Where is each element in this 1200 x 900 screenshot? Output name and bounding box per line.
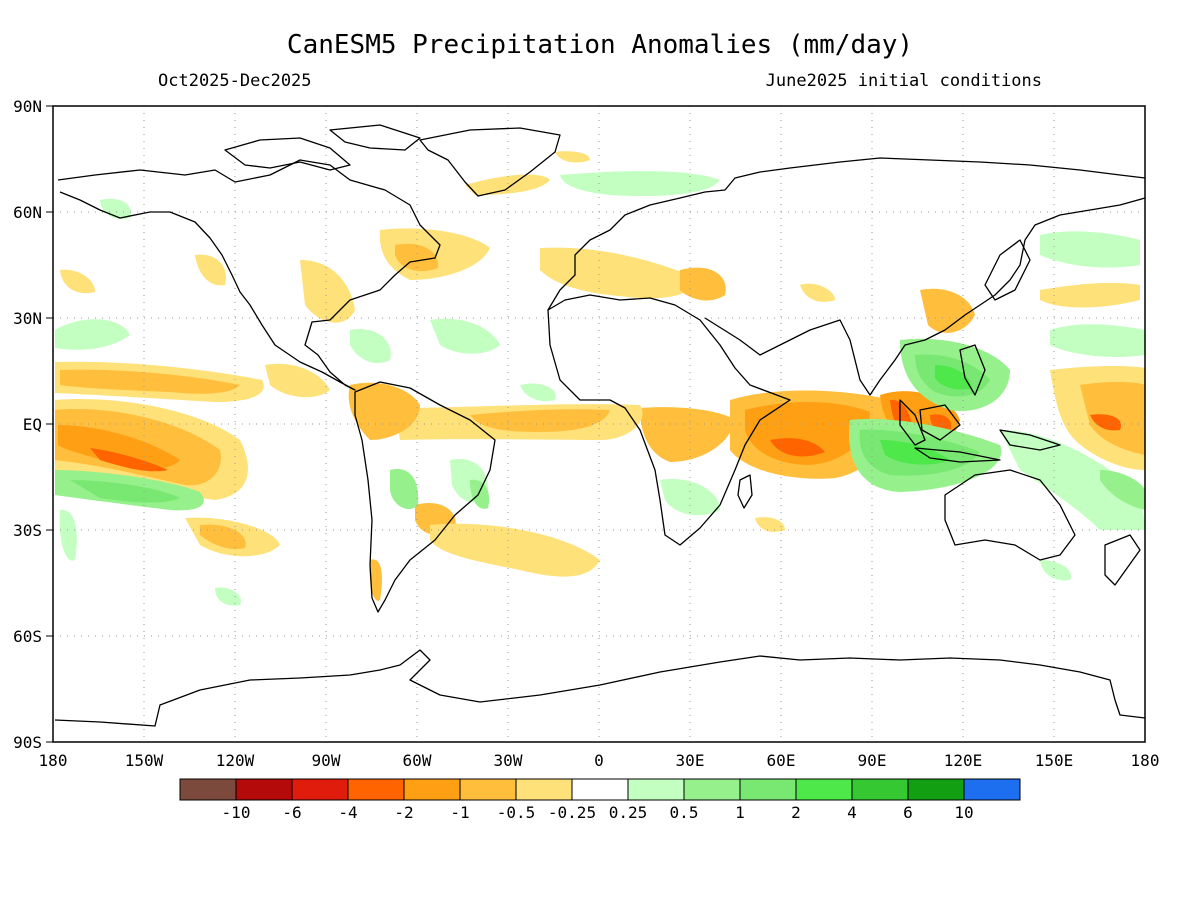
legend-swatch	[179, 778, 237, 801]
legend-label: -2	[394, 803, 413, 822]
lon-label: 90E	[858, 751, 887, 770]
lon-label: 150E	[1035, 751, 1074, 770]
lat-label: 90N	[13, 97, 42, 116]
longitude-labels: 180 150W 120W 90W 60W 30W 0 30E 60E 90E …	[39, 751, 1160, 770]
legend-swatch	[347, 778, 405, 801]
lon-label: 60W	[403, 751, 432, 770]
legend-swatches	[179, 778, 1021, 801]
lat-label: 30S	[13, 521, 42, 540]
lat-label: EQ	[23, 415, 42, 434]
map-panel: 90N 60N 30N EQ 30S 60S 90S 180 150W 120W…	[13, 97, 1159, 770]
legend-swatch	[235, 778, 293, 801]
legend-swatch	[907, 778, 965, 801]
lon-label: 120E	[944, 751, 983, 770]
legend-swatch	[963, 778, 1021, 801]
map-title: CanESM5 Precipitation Anomalies (mm/day)	[287, 30, 913, 60]
legend-label: -4	[338, 803, 357, 822]
lon-label: 30W	[494, 751, 523, 770]
graticule	[53, 106, 1145, 742]
legend-label: 0.25	[609, 803, 648, 822]
lon-label: 120W	[216, 751, 255, 770]
legend-label: -10	[222, 803, 251, 822]
legend-swatch	[291, 778, 349, 801]
legend-swatch	[571, 778, 629, 801]
latitude-labels: 90N 60N 30N EQ 30S 60S 90S	[13, 97, 42, 752]
lon-label: 30E	[676, 751, 705, 770]
legend-label: -6	[282, 803, 301, 822]
legend-labels: -10 -6 -4 -2 -1 -0.5 -0.25 0.25 0.5 1 2 4 6 10	[222, 803, 974, 822]
legend-label: 4	[847, 803, 857, 822]
wet-anomalies	[55, 171, 1145, 606]
lon-label: 150W	[125, 751, 164, 770]
lon-label: 0	[594, 751, 604, 770]
color-legend: -10 -6 -4 -2 -1 -0.5 -0.25 0.25 0.5 1 2 4 6 10	[179, 778, 1021, 822]
legend-label: 10	[954, 803, 973, 822]
legend-swatch	[403, 778, 461, 801]
legend-label: -0.25	[548, 803, 596, 822]
legend-swatch	[459, 778, 517, 801]
legend-swatch	[851, 778, 909, 801]
lon-label: 60E	[767, 751, 796, 770]
legend-label: 1	[735, 803, 745, 822]
legend-swatch	[683, 778, 741, 801]
lat-label: 90S	[13, 733, 42, 752]
coastlines	[54, 124, 1145, 727]
lat-label: 60N	[13, 203, 42, 222]
legend-label: 2	[791, 803, 801, 822]
lon-label: 180	[1131, 751, 1160, 770]
legend-swatch	[739, 778, 797, 801]
legend-label: -1	[450, 803, 469, 822]
lon-label: 180	[39, 751, 68, 770]
legend-swatch	[515, 778, 573, 801]
forecast-period: Oct2025-Dec2025	[158, 71, 312, 91]
lat-label: 60S	[13, 627, 42, 646]
tick-marks	[46, 105, 53, 743]
lat-label: 30N	[13, 309, 42, 328]
legend-label: 6	[903, 803, 913, 822]
legend-label: -0.5	[497, 803, 536, 822]
initial-conditions: June2025 initial conditions	[766, 71, 1042, 91]
lon-label: 90W	[312, 751, 341, 770]
legend-label: 0.5	[670, 803, 699, 822]
legend-swatch	[795, 778, 853, 801]
legend-swatch	[627, 778, 685, 801]
